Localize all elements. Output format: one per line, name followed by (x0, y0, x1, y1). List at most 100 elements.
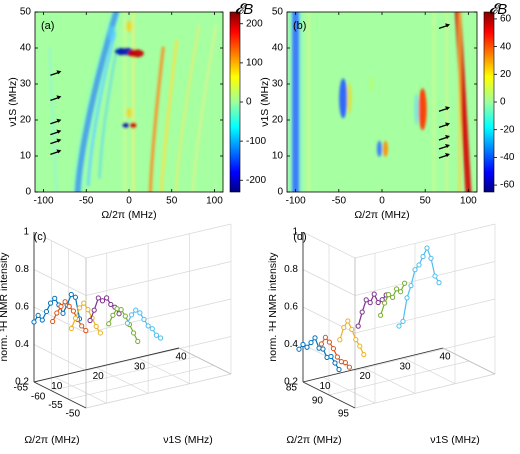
data-point (330, 345, 336, 352)
x-tick-label: 20 (93, 371, 105, 382)
y-axis-line (302, 381, 356, 409)
data-point (72, 315, 79, 321)
data-point (428, 255, 434, 261)
field-blob (346, 82, 352, 115)
colorbar (483, 11, 495, 193)
data-point (54, 310, 60, 316)
data-point (375, 299, 381, 306)
grid-line (85, 373, 232, 409)
arrow-head (445, 144, 450, 148)
grid-line (85, 336, 232, 371)
data-point (363, 297, 369, 303)
z-tick-label: 1 (23, 227, 29, 238)
y-tick-label: -50 (66, 409, 81, 420)
data-point (412, 267, 418, 273)
data-point (378, 312, 384, 318)
data-point (318, 341, 324, 347)
x-tick-label: 100 (206, 196, 223, 207)
data-point (72, 294, 79, 300)
y-tick-label: 20 (272, 115, 284, 126)
y-axis-label: ν1S (MHz) (7, 77, 19, 127)
arrow-head (445, 106, 450, 111)
grid-line (85, 223, 232, 259)
panel-letter: (a) (41, 20, 54, 32)
colorbar-tick-label: 100 (246, 58, 263, 69)
arrow-head (56, 129, 62, 134)
data-point (320, 346, 326, 352)
field-blob (122, 122, 129, 129)
data-point (141, 316, 147, 322)
data-point (334, 354, 340, 360)
y-tick-label: 30 (20, 79, 32, 90)
x-tick-label: 100 (460, 196, 477, 207)
field-ridge (192, 25, 218, 192)
colorbar-tick-label: -200 (246, 175, 266, 186)
field-ridge (160, 39, 178, 192)
field-features (288, 12, 472, 192)
data-point (432, 273, 438, 279)
y-axis-label: Ω/2π (MHz) (286, 434, 341, 446)
data-point (39, 317, 45, 323)
y-tick-label: 10 (20, 151, 32, 162)
data-point (157, 335, 164, 341)
y-tick-label: 85 (286, 383, 298, 394)
data-point (35, 312, 41, 319)
colorbar-tick-label: -20 (500, 124, 515, 135)
data-point (68, 291, 74, 298)
field-ridge (86, 32, 117, 187)
x-tick-label: 40 (439, 352, 451, 363)
data-point (326, 339, 332, 345)
z-tick-label: 0.8 (284, 264, 298, 275)
field-ridge (98, 46, 119, 179)
y-tick-label: -65 (14, 383, 29, 394)
colorbar-tick-label: 40 (500, 41, 512, 52)
data-point (133, 307, 139, 313)
y-tick-label: 30 (272, 79, 284, 90)
colorbar-tick-label: 0 (246, 97, 252, 108)
data-point (357, 343, 363, 349)
data-point (104, 295, 110, 301)
data-point (296, 346, 302, 352)
grid-line (95, 367, 149, 394)
y-tick-label: 0 (277, 187, 283, 198)
data-point (304, 344, 310, 350)
colorbar-label: 𝓔B (489, 1, 508, 18)
data-point (79, 323, 85, 329)
field-ridge (148, 46, 165, 192)
grid-line (137, 357, 190, 385)
grid-line (354, 223, 496, 259)
data-point (85, 307, 91, 313)
data-point (336, 366, 342, 373)
data-point (424, 245, 430, 251)
axis-line (178, 347, 232, 375)
grid-line (54, 376, 107, 404)
field-ridge (175, 25, 200, 192)
data-point (328, 353, 334, 360)
plot-background (35, 12, 223, 192)
data-point (83, 328, 89, 334)
arrow-head (56, 118, 62, 123)
y-tick-label: 90 (312, 396, 324, 407)
data-point (322, 334, 328, 341)
field-blob (376, 140, 382, 157)
arrow-head (56, 70, 62, 75)
arrow-head (56, 138, 62, 143)
y-tick-label: 50 (20, 7, 32, 18)
z-tick-label: 0.4 (284, 339, 298, 350)
x-tick-label: 50 (166, 196, 178, 207)
grid-line (33, 306, 87, 334)
data-point (342, 359, 348, 366)
data-point (404, 295, 410, 301)
y-axis-label: Ω/2π (MHz) (24, 434, 79, 446)
data-point (81, 300, 87, 306)
heatmap-panel-a: -100 -50 0 50 100 0 10 20 30 40 50 Ω/2π (MHz) ν1S (M… (7, 1, 267, 221)
y-tick-label: 50 (272, 7, 284, 18)
grid-line (68, 364, 214, 400)
y-tick-label: 40 (20, 43, 32, 54)
x-tick-label: 0 (379, 196, 385, 207)
data-point (68, 325, 74, 332)
data-point (398, 289, 404, 295)
z-axis-label: norm. ¹H NMR intensity (267, 252, 279, 362)
data-point (93, 323, 99, 330)
grid-line (354, 298, 496, 334)
